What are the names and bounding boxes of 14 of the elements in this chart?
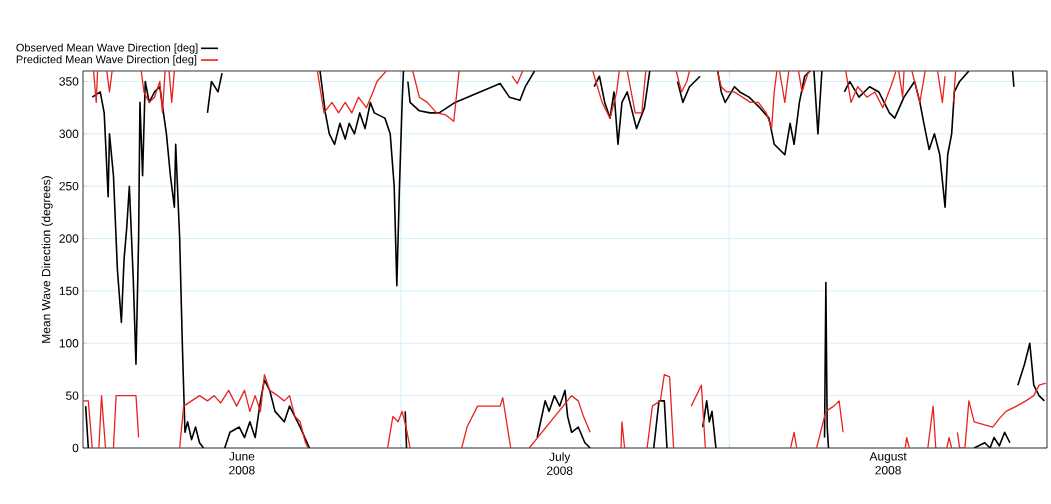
x-tick-label: July 2008	[547, 452, 573, 475]
x-tick-label: June 2008	[229, 452, 255, 475]
y-tick-label: 100	[59, 339, 79, 348]
x-tick-label: August 2008	[869, 452, 907, 475]
legend-label: Observed Mean Wave Direction [deg]	[16, 43, 198, 54]
y-tick-label: 0	[72, 443, 79, 453]
y-tick-label: 350	[59, 77, 79, 86]
y-tick-label: 50	[66, 391, 79, 400]
y-tick-label: 300	[59, 129, 79, 139]
legend-label: Predicted Mean Wave Direction [deg]	[16, 55, 197, 66]
y-axis-title: Mean Wave Direction (degrees)	[41, 176, 53, 343]
y-tick-label: 150	[59, 286, 79, 296]
y-tick-label: 250	[59, 181, 79, 191]
y-tick-label: 200	[59, 234, 79, 243]
